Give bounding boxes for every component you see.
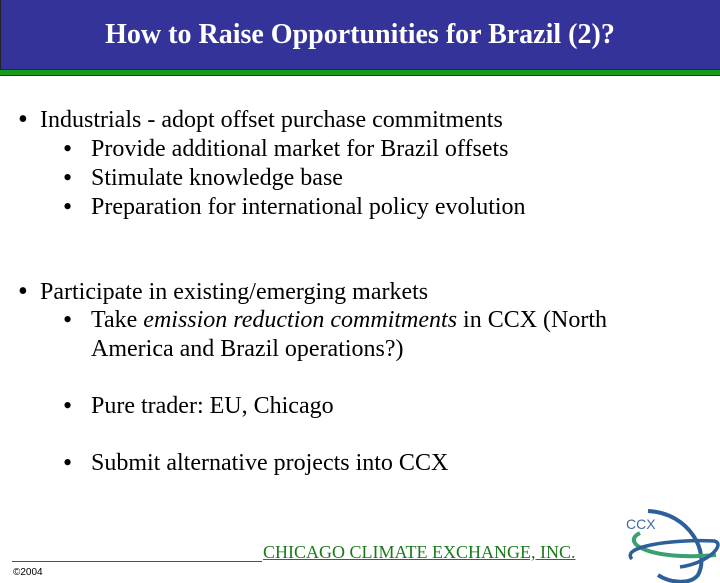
bullet-icon: • [63, 134, 73, 163]
bullet-2-sub-3: Submit alternative projects into CCX [91, 450, 449, 476]
bullet-icon: • [18, 104, 28, 135]
title-accent-stripe [0, 69, 720, 76]
bullet-1: Industrials - adopt offset purchase comm… [40, 107, 503, 133]
footer-company: CHICAGO CLIMATE EXCHANGE, INC. [263, 542, 576, 562]
bullet-2-sub-2: Pure trader: EU, Chicago [91, 393, 334, 419]
bullet-1-sub-2: Stimulate knowledge base [91, 165, 343, 191]
footer-divider [12, 561, 262, 562]
bullet-icon: • [63, 163, 73, 192]
bullet-icon: • [63, 305, 73, 334]
slide-title: How to Raise Opportunities for Brazil (2… [105, 19, 615, 50]
take-text: Take [91, 307, 144, 333]
bullet-icon: • [63, 192, 73, 221]
bullet-1-sub-1: Provide additional market for Brazil off… [91, 136, 509, 162]
bullet-2-sub-1-cont: America and Brazil operations?) [91, 336, 404, 362]
bullet-2-sub-1: Take emission reduction commitments in C… [91, 306, 607, 334]
bullet-icon: • [18, 276, 28, 307]
bullet-2: Participate in existing/emerging markets [40, 279, 429, 305]
title-bar [0, 0, 720, 69]
bullet-icon: • [63, 391, 73, 420]
ccx-logo: CCX [626, 509, 720, 583]
ccx-text: in CCX (North [457, 307, 608, 333]
emphasis-text: emission reduction commitments [143, 307, 458, 333]
svg-text:CCX: CCX [626, 516, 656, 532]
bullet-1-sub-3: Preparation for international policy evo… [91, 194, 526, 220]
copyright: ©2004 [13, 567, 43, 578]
bullet-icon: • [63, 448, 73, 477]
